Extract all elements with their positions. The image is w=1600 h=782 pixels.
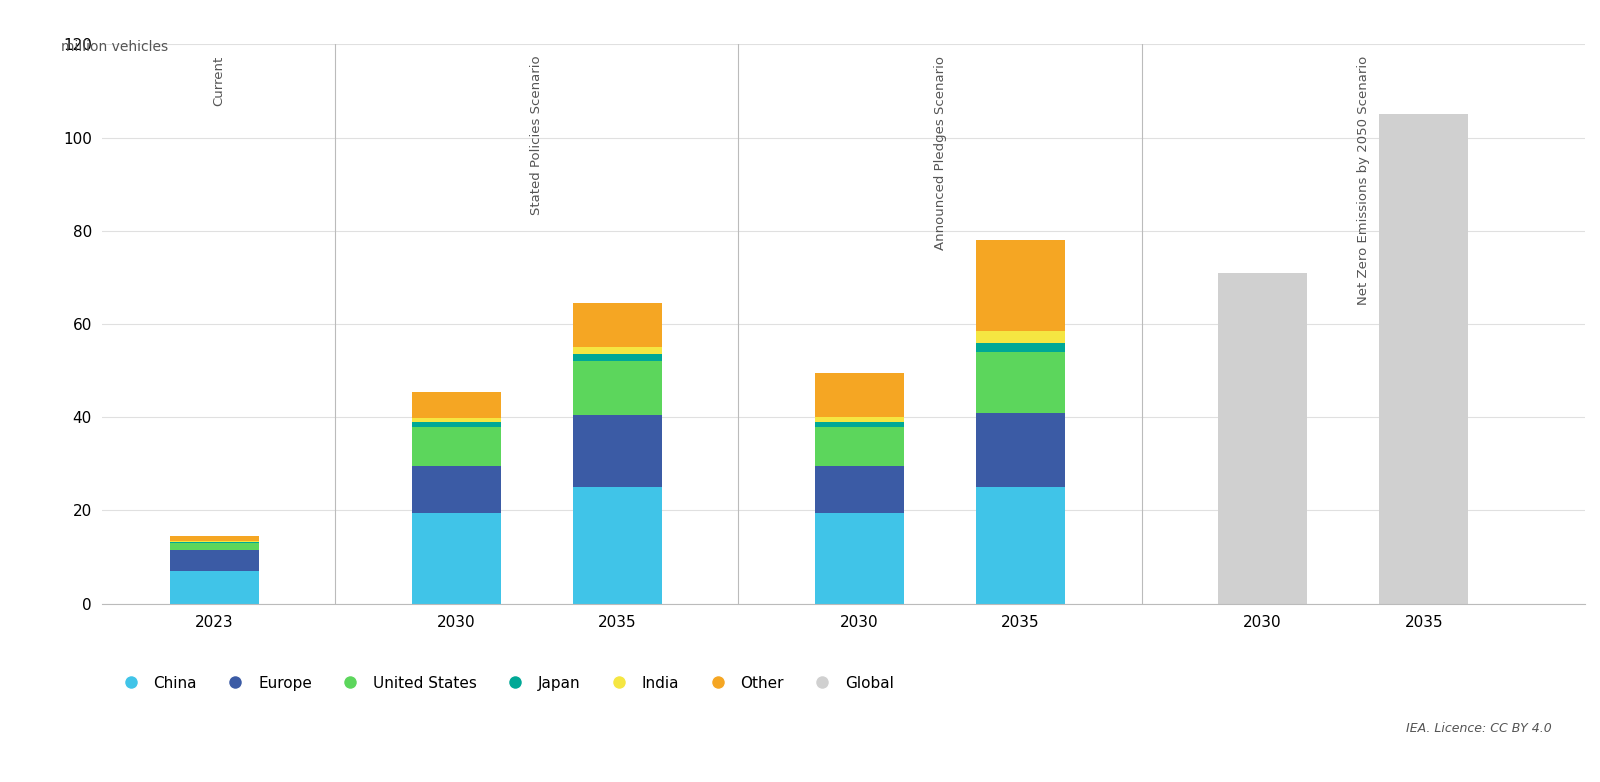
Bar [573, 487, 662, 604]
Bar [976, 343, 1066, 352]
Bar [814, 418, 904, 422]
Bar [814, 466, 904, 513]
Bar [170, 543, 259, 550]
Bar [573, 303, 662, 347]
Bar [976, 352, 1066, 413]
Bar [814, 373, 904, 418]
Text: million vehicles: million vehicles [61, 40, 168, 54]
Bar [573, 361, 662, 415]
Legend: China, Europe, United States, Japan, India, Other, Global: China, Europe, United States, Japan, Ind… [109, 669, 901, 697]
Bar [976, 240, 1066, 331]
Bar [170, 541, 259, 542]
Text: IEA. Licence: CC BY 4.0: IEA. Licence: CC BY 4.0 [1406, 722, 1552, 735]
Bar [411, 392, 501, 418]
Text: Stated Policies Scenario: Stated Policies Scenario [531, 56, 544, 215]
Bar [170, 536, 259, 541]
Bar [1379, 114, 1469, 604]
Bar [170, 571, 259, 604]
Bar [814, 513, 904, 604]
Text: Current: Current [211, 56, 226, 106]
Bar [411, 418, 501, 422]
Bar [411, 422, 501, 427]
Text: Announced Pledges Scenario: Announced Pledges Scenario [933, 56, 947, 249]
Bar [1218, 273, 1307, 604]
Bar [976, 331, 1066, 343]
Bar [411, 427, 501, 466]
Bar [573, 354, 662, 361]
Bar [814, 427, 904, 466]
Bar [573, 347, 662, 354]
Bar [814, 422, 904, 427]
Bar [411, 513, 501, 604]
Bar [976, 487, 1066, 604]
Bar [170, 550, 259, 571]
Bar [411, 466, 501, 513]
Bar [573, 415, 662, 487]
Bar [170, 542, 259, 543]
Bar [976, 413, 1066, 487]
Text: Net Zero Emissions by 2050 Scenario: Net Zero Emissions by 2050 Scenario [1357, 56, 1370, 305]
